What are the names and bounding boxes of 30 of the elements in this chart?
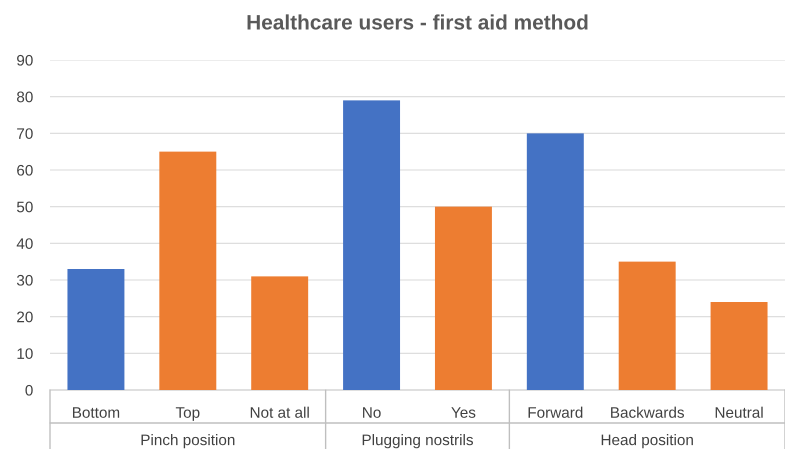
y-tick-label: 80 [17,92,33,102]
y-tick-label: 40 [16,238,33,250]
bar [434,206,492,390]
y-tick-label: 50 [16,202,33,212]
text: Plugging nostrils [362,434,473,448]
text: Head position [602,434,693,448]
y-tick-label: 20 [17,312,33,322]
x-tick-label: Bottom [72,407,120,418]
chart-title: Healthcare users - first aid method [248,14,588,30]
y-tick-label: 30 [16,274,33,286]
x-tick-label: Yes [451,407,476,418]
x-tick-label: Neutral [716,406,763,418]
y-tick-label: 70 [17,128,33,140]
x-tick-label: No [363,407,381,418]
bar [67,269,124,390]
bar [526,133,584,390]
x-tick-label: Top [176,407,200,421]
y-tick-label: 60 [17,164,33,176]
bar [343,100,400,390]
bar [710,302,768,390]
y-tick-label: 90 [17,54,33,66]
y-tick-label: 0 [25,384,33,396]
bar [159,152,216,390]
y-tick-label: 10 [18,348,33,360]
bar [618,262,676,390]
x-tick-label: Not at all [250,406,309,418]
x-tick-label: Backwards [611,406,684,418]
x-tick-label: Forward [528,406,582,418]
text: Pinch position [142,434,234,448]
bar [251,276,308,390]
